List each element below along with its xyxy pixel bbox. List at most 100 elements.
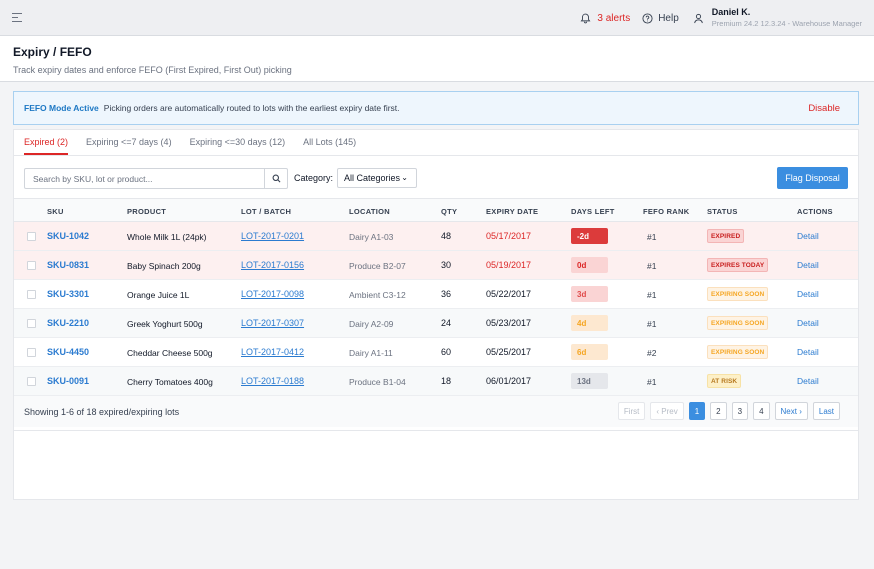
- column-header[interactable]: FEFO RANK: [643, 207, 690, 216]
- flag-disposal-button[interactable]: Flag Disposal: [777, 167, 848, 189]
- detail-link[interactable]: Detail: [797, 289, 819, 299]
- column-header[interactable]: LOT / BATCH: [241, 207, 292, 216]
- lot-link[interactable]: LOT-2017-0156: [241, 260, 305, 270]
- top-bar-right: 3 alerts Help Daniel K. Premium 24.2 12.…: [580, 0, 862, 36]
- tab-bar: Expired (2) Expiring <=7 days (4) Expiri…: [14, 130, 858, 156]
- search-icon: [272, 174, 280, 183]
- quantity: 30: [441, 260, 452, 270]
- quantity: 18: [441, 376, 452, 386]
- expiry-date: 05/19/2017: [486, 260, 532, 270]
- location: Ambient C3-12: [349, 290, 406, 300]
- table-row[interactable]: SKU-4450 Cheddar Cheese 500g LOT-2017-04…: [14, 338, 858, 367]
- detail-link[interactable]: Detail: [797, 376, 819, 386]
- row-checkbox[interactable]: [27, 261, 36, 270]
- row-checkbox[interactable]: [27, 290, 36, 299]
- detail-link[interactable]: Detail: [797, 231, 819, 241]
- column-header[interactable]: STATUS: [707, 207, 738, 216]
- table-footer: Showing 1-6 of 18 expired/expiring lots …: [14, 396, 858, 427]
- search-button[interactable]: [264, 169, 287, 188]
- pagination: First ‹ Prev 1 2 3 4 Next › Last: [617, 402, 840, 420]
- expiry-date: 06/01/2017: [486, 376, 532, 386]
- row-checkbox[interactable]: [27, 319, 36, 328]
- row-checkbox[interactable]: [27, 348, 36, 357]
- user-meta: Premium 24.2 12.3.24 - Warehouse Manager: [711, 19, 862, 28]
- table-row[interactable]: SKU-2210 Greek Yoghurt 500g LOT-2017-030…: [14, 309, 858, 338]
- last-page-button[interactable]: Last: [812, 402, 840, 420]
- menu-icon[interactable]: [12, 13, 23, 23]
- category-select[interactable]: All Categories ⌄: [337, 168, 417, 188]
- days-left-badge: 13d: [571, 373, 608, 389]
- bell-icon: [580, 13, 591, 23]
- category-value: All Categories: [344, 173, 401, 183]
- table-row[interactable]: SKU-0091 Cherry Tomatoes 400g LOT-2017-0…: [14, 367, 858, 396]
- user-menu[interactable]: Daniel K. Premium 24.2 12.3.24 - Warehou…: [693, 7, 862, 29]
- user-name: Daniel K.: [711, 7, 751, 17]
- chevron-down-icon: ⌄: [401, 173, 408, 182]
- alerts-button[interactable]: 3 alerts: [580, 13, 630, 24]
- lot-link[interactable]: LOT-2017-0188: [241, 376, 305, 386]
- sku-link[interactable]: SKU-4450: [47, 347, 90, 357]
- table-row[interactable]: SKU-1042 Whole Milk 1L (24pk) LOT-2017-0…: [14, 222, 858, 251]
- row-checkbox[interactable]: [27, 232, 36, 241]
- help-label: Help: [658, 12, 679, 24]
- table-row[interactable]: SKU-3301 Orange Juice 1L LOT-2017-0098 A…: [14, 280, 858, 309]
- location: Dairy A2-09: [349, 319, 394, 329]
- quantity: 60: [441, 347, 452, 357]
- table-row[interactable]: SKU-0831 Baby Spinach 200g LOT-2017-0156…: [14, 251, 858, 280]
- sku-link[interactable]: SKU-1042: [47, 231, 90, 241]
- column-header[interactable]: ACTIONS: [797, 207, 833, 216]
- product-name: Greek Yoghurt 500g: [127, 319, 203, 329]
- page-button-1[interactable]: 1: [688, 402, 706, 420]
- column-header[interactable]: SKU: [47, 207, 64, 216]
- lot-link[interactable]: LOT-2017-0412: [241, 347, 305, 357]
- column-header[interactable]: EXPIRY DATE: [486, 207, 539, 216]
- disable-fefo-button[interactable]: Disable: [808, 102, 840, 114]
- column-header[interactable]: QTY: [441, 207, 458, 216]
- detail-link[interactable]: Detail: [797, 260, 819, 270]
- expiry-date: 05/22/2017: [486, 289, 532, 299]
- help-circle-icon: [642, 12, 653, 24]
- user-icon: [693, 13, 703, 23]
- expiry-date: 05/25/2017: [486, 347, 532, 357]
- sku-link[interactable]: SKU-0091: [47, 376, 90, 386]
- prev-page-button[interactable]: ‹ Prev: [650, 402, 684, 420]
- detail-link[interactable]: Detail: [797, 347, 819, 357]
- column-header[interactable]: PRODUCT: [127, 207, 167, 216]
- location: Produce B1-04: [349, 377, 406, 387]
- page-button-3[interactable]: 3: [731, 402, 749, 420]
- search-input[interactable]: [25, 169, 265, 188]
- column-header[interactable]: DAYS LEFT: [571, 207, 615, 216]
- tab-all-lots[interactable]: All Lots (145): [303, 137, 357, 147]
- tab-expiring-7-days[interactable]: Expiring <=7 days (4): [86, 137, 172, 147]
- row-checkbox[interactable]: [27, 377, 36, 386]
- status-badge: EXPIRING SOON: [707, 345, 769, 359]
- next-page-button[interactable]: Next ›: [774, 402, 808, 420]
- sku-link[interactable]: SKU-2210: [47, 318, 90, 328]
- lot-link[interactable]: LOT-2017-0201: [241, 231, 305, 241]
- fefo-banner: FEFO Mode Active Picking orders are auto…: [13, 91, 859, 125]
- days-left-badge: 3d: [571, 286, 608, 302]
- category-label: Category:: [294, 173, 334, 183]
- page-header: Expiry / FEFO Track expiry dates and enf…: [0, 36, 874, 82]
- empty-panel: [13, 431, 859, 500]
- page-button-2[interactable]: 2: [710, 402, 727, 420]
- fefo-rank: #1: [647, 232, 657, 242]
- first-page-button[interactable]: First: [617, 402, 646, 420]
- sku-link[interactable]: SKU-3301: [47, 289, 90, 299]
- fefo-rank: #1: [647, 377, 657, 387]
- tab-expired[interactable]: Expired (2): [24, 130, 69, 155]
- column-header[interactable]: LOCATION: [349, 207, 391, 216]
- detail-link[interactable]: Detail: [797, 318, 819, 328]
- status-badge: EXPIRING SOON: [707, 316, 769, 330]
- tab-expiring-30-days[interactable]: Expiring <=30 days (12): [189, 137, 286, 147]
- lot-link[interactable]: LOT-2017-0307: [241, 318, 305, 328]
- status-badge: EXPIRES TODAY: [707, 258, 769, 272]
- sku-link[interactable]: SKU-0831: [47, 260, 90, 270]
- page-button-4[interactable]: 4: [753, 402, 770, 420]
- product-name: Cheddar Cheese 500g: [127, 348, 213, 358]
- status-badge: EXPIRED: [707, 229, 745, 243]
- help-button[interactable]: Help: [642, 13, 679, 24]
- lot-link[interactable]: LOT-2017-0098: [241, 289, 305, 299]
- quantity: 48: [441, 231, 452, 241]
- location: Produce B2-07: [349, 261, 406, 271]
